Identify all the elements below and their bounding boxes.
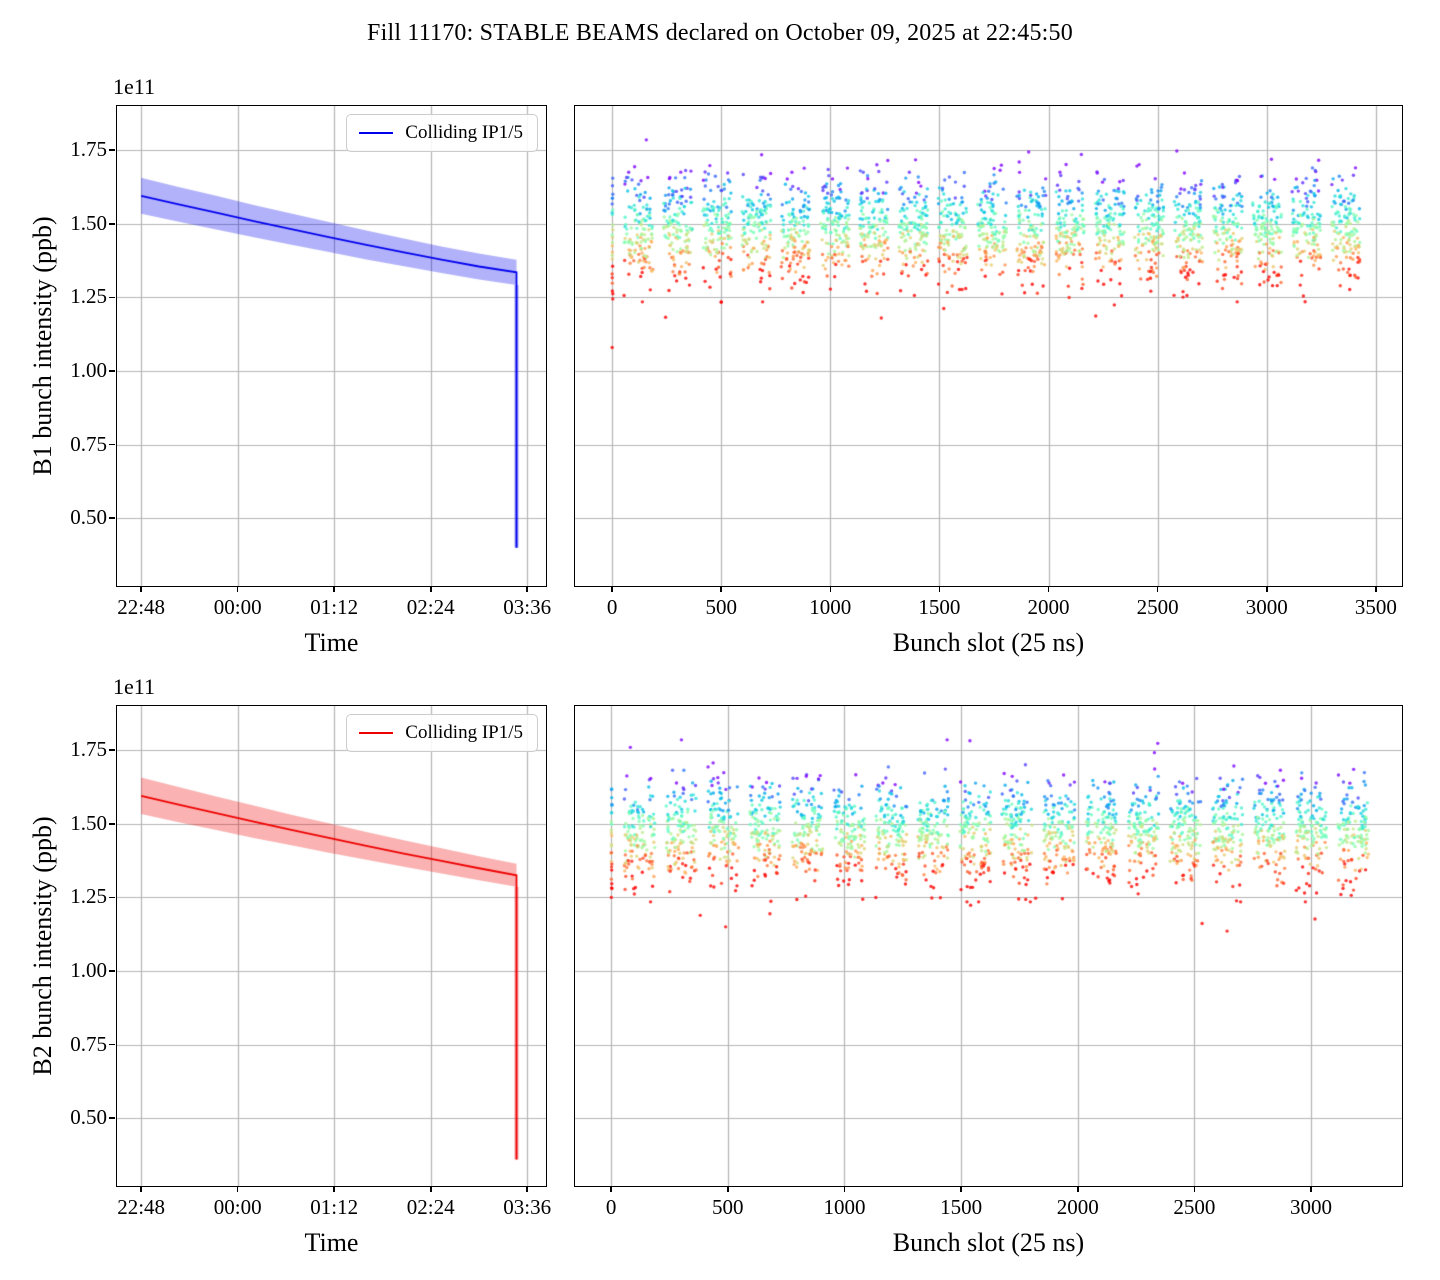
x-tick-mark <box>526 1186 529 1192</box>
y-tick-mark <box>109 443 116 446</box>
x-tick-label: 02:24 <box>406 1195 455 1219</box>
y-tick-mark <box>109 370 116 372</box>
x-tick-label: 1500 <box>940 1195 983 1219</box>
x-tick-mark <box>526 586 529 592</box>
x-tick-mark <box>1047 586 1050 592</box>
x-tick-mark <box>829 586 832 592</box>
x-axis-label-bunch-slot: Bunch slot (25 ns) <box>892 628 1085 657</box>
plot-b1-intensity-vs-bunch-slot: Bunch slot (25 ns) 0 500 1000 1500 2000 2500 3… <box>574 105 1403 657</box>
x-axis-label-time: Time <box>304 628 359 657</box>
x-tick-label: 1000 <box>809 595 852 619</box>
plot-b1-intensity-vs-time: 1e11 B1 bunch intensity (ppb) Time Colli… <box>28 74 551 657</box>
y-tick-label: 1.00 <box>70 358 107 383</box>
y-tick-label: 0.50 <box>70 1105 107 1130</box>
legend-label: Colliding IP1/5 <box>405 122 523 143</box>
x-tick-label: 22:48 <box>117 1195 166 1219</box>
x-tick-label: 00:00 <box>213 595 262 619</box>
x-tick-mark <box>236 1186 239 1192</box>
y-axis-label-b2: B2 bunch intensity (ppb) <box>28 816 57 1076</box>
x-tick-mark <box>610 1186 612 1192</box>
x-tick-label: 500 <box>712 1195 744 1219</box>
x-tick-label: 2000 <box>1056 1195 1099 1219</box>
y-tick-mark <box>109 896 116 899</box>
x-tick-mark <box>236 586 239 592</box>
legend: Colliding IP1/5 <box>346 714 538 752</box>
plot-b2-intensity-vs-bunch-slot: Bunch slot (25 ns) 0 500 1000 1500 2000 2500 3… <box>574 705 1403 1257</box>
x-tick-label: 00:00 <box>213 1195 262 1219</box>
x-tick-label: 2500 <box>1136 595 1179 619</box>
y-tick-label: 0.50 <box>70 505 107 530</box>
y-tick-mark <box>109 749 116 751</box>
x-tick-label: 3000 <box>1290 1195 1333 1219</box>
x-tick-mark <box>938 586 941 592</box>
x-tick-mark <box>720 586 722 592</box>
x-tick-mark <box>1076 1186 1079 1192</box>
x-tick-label: 03:36 <box>503 595 552 619</box>
x-tick-label: 01:12 <box>310 1195 359 1219</box>
legend-line-sample <box>359 132 394 134</box>
b2-time-chart-canvas <box>117 706 546 1186</box>
x-tick-mark <box>1265 586 1268 592</box>
x-tick-mark <box>611 586 613 592</box>
legend: Colliding IP1/5 <box>346 114 538 152</box>
figure-title: Fill 11170: STABLE BEAMS declared on Oct… <box>367 20 1073 46</box>
y-tick-mark <box>109 222 116 225</box>
y-tick-mark <box>109 149 116 151</box>
y-tick-mark <box>109 517 116 520</box>
y-tick-label: 1.50 <box>70 810 107 835</box>
x-tick-mark <box>140 586 142 592</box>
y-axis-label-b1: B1 bunch intensity (ppb) <box>28 216 57 476</box>
x-tick-label: 02:24 <box>406 595 455 619</box>
x-tick-mark <box>140 1186 142 1192</box>
x-tick-label: 500 <box>705 595 737 619</box>
b1-bunch-slot-chart-canvas <box>575 106 1402 586</box>
y-tick-mark <box>109 970 116 972</box>
y-tick-label: 1.50 <box>70 210 107 235</box>
b1-time-chart-canvas <box>117 106 546 586</box>
x-tick-mark <box>727 1186 729 1192</box>
x-tick-label: 22:48 <box>117 595 166 619</box>
legend-label: Colliding IP1/5 <box>405 722 523 743</box>
y-tick-mark <box>109 296 116 299</box>
x-tick-mark <box>1156 586 1159 592</box>
y-axis-offset-text: 1e11 <box>113 674 155 699</box>
x-tick-mark <box>333 1186 335 1192</box>
x-tick-mark <box>843 1186 846 1192</box>
y-tick-label: 1.00 <box>70 958 107 983</box>
legend-line-sample <box>359 732 394 734</box>
y-axis-offset-text: 1e11 <box>113 74 155 99</box>
x-tick-label: 2000 <box>1027 595 1070 619</box>
x-tick-label: 1000 <box>823 1195 866 1219</box>
x-tick-label: 3500 <box>1354 595 1397 619</box>
y-tick-mark <box>109 1043 116 1046</box>
x-tick-label: 03:36 <box>503 1195 552 1219</box>
x-tick-mark <box>333 586 335 592</box>
x-tick-mark <box>1310 1186 1312 1192</box>
y-tick-label: 0.75 <box>70 431 107 456</box>
x-tick-label: 1500 <box>918 595 961 619</box>
x-tick-mark <box>1375 586 1377 592</box>
x-tick-label: 3000 <box>1245 595 1288 619</box>
y-tick-mark <box>109 822 116 825</box>
x-tick-label: 2500 <box>1173 1195 1216 1219</box>
y-tick-label: 1.75 <box>70 137 107 162</box>
plot-b2-intensity-vs-time: 1e11 B2 bunch intensity (ppb) Time Colli… <box>28 674 551 1257</box>
x-tick-label: 0 <box>606 595 618 619</box>
y-tick-label: 1.75 <box>70 737 107 762</box>
x-tick-mark <box>429 586 432 592</box>
y-tick-label: 1.25 <box>70 884 107 909</box>
b2-bunch-slot-chart-canvas <box>575 706 1402 1186</box>
x-tick-mark <box>429 1186 432 1192</box>
x-axis-label-time: Time <box>304 1228 359 1257</box>
y-tick-label: 1.25 <box>70 284 107 309</box>
x-tick-label: 0 <box>605 1195 617 1219</box>
x-tick-label: 01:12 <box>310 595 359 619</box>
x-tick-mark <box>1193 1186 1196 1192</box>
y-tick-label: 0.75 <box>70 1031 107 1056</box>
x-tick-mark <box>960 1186 962 1192</box>
x-axis-label-bunch-slot: Bunch slot (25 ns) <box>892 1228 1085 1257</box>
y-tick-mark <box>109 1117 116 1120</box>
